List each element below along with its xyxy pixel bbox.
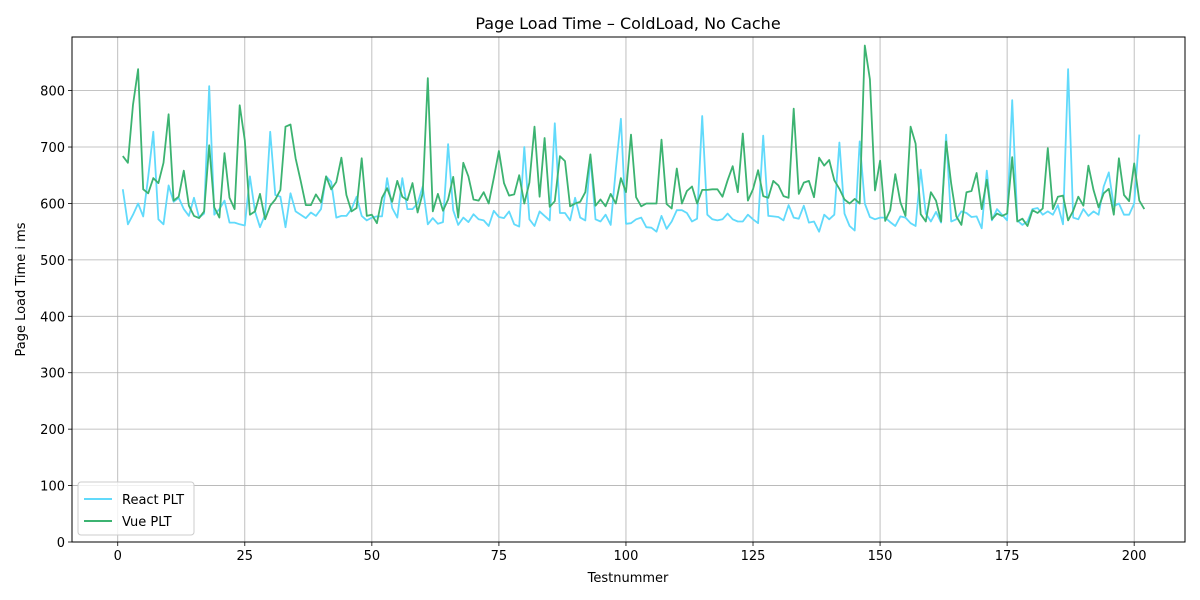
series-line-vue (122, 44, 1146, 227)
x-tick-label: 125 (741, 549, 766, 564)
y-tick-label: 100 (40, 480, 65, 495)
y-tick-label: 700 (40, 141, 65, 156)
y-tick-label: 0 (57, 536, 65, 551)
x-tick-label: 150 (868, 549, 893, 564)
x-axis-label: Testnummer (587, 571, 669, 586)
y-tick-label: 400 (40, 310, 65, 325)
y-tick-label: 300 (40, 367, 65, 382)
chart-title: Page Load Time – ColdLoad, No Cache (475, 14, 780, 33)
x-tick-label: 200 (1122, 549, 1147, 564)
x-tick-label: 100 (614, 549, 639, 564)
legend-label-vue: Vue PLT (122, 515, 172, 530)
y-axis-label: Page Load Time i ms (14, 222, 29, 356)
x-tick-label: 175 (995, 549, 1020, 564)
y-tick-label: 500 (40, 254, 65, 269)
x-tick-label: 75 (491, 549, 508, 564)
legend-label-react: React PLT (122, 493, 184, 508)
legend: React PLT Vue PLT (77, 481, 195, 536)
y-tick-label: 200 (40, 423, 65, 438)
y-tick-label: 800 (40, 85, 65, 100)
series-line-react (121, 68, 1141, 233)
x-tick-label: 0 (114, 549, 122, 564)
plot-area-frame (71, 36, 1186, 543)
y-tick-label: 600 (40, 197, 65, 212)
x-tick-label: 50 (364, 549, 381, 564)
axis-ticks: 0 25 50 75 100 125 150 175 200 0 100 200 300 400 500 60… (40, 85, 1146, 564)
series-lines (121, 44, 1146, 233)
x-tick-label: 25 (237, 549, 254, 564)
